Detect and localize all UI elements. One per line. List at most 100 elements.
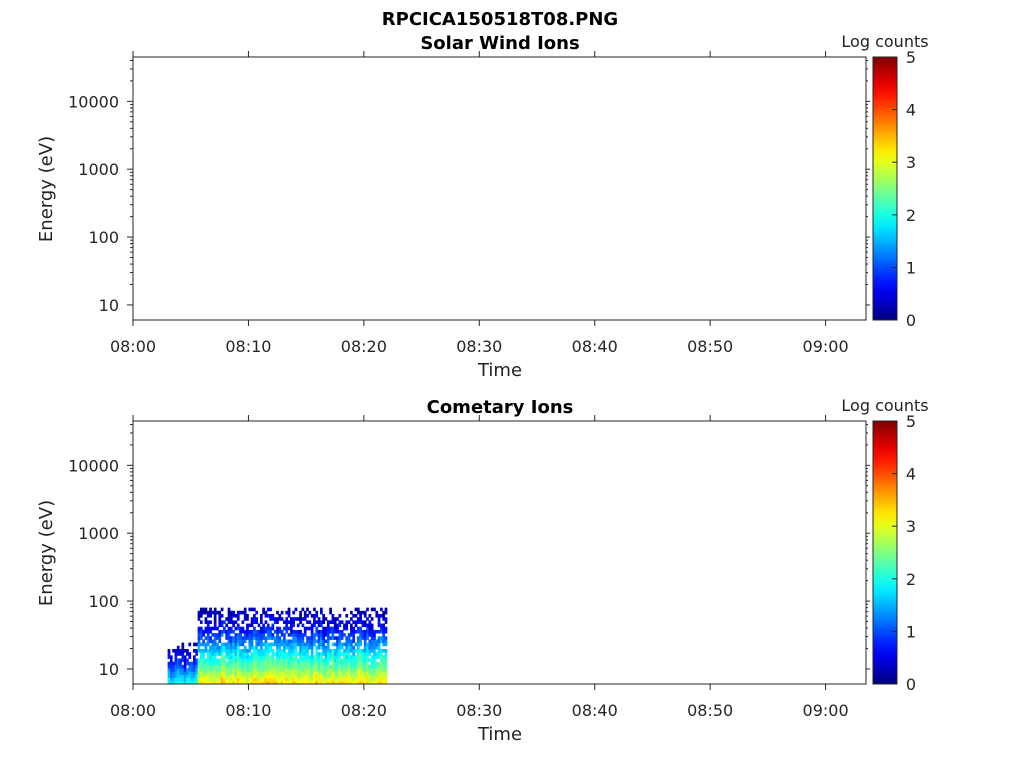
heatmap-cell	[315, 649, 319, 653]
heatmap-cell	[310, 677, 314, 682]
heatmap-cell	[213, 642, 217, 647]
heatmap-cell	[303, 633, 307, 637]
heatmap-cell	[359, 629, 362, 634]
heatmap-cell	[384, 639, 388, 644]
heatmap-cell	[174, 668, 178, 672]
heatmap-cell	[181, 680, 185, 685]
heatmap-cell	[366, 607, 369, 612]
heatmap-cell	[264, 680, 268, 685]
heatmap-cell	[366, 645, 369, 650]
heatmap-cell	[276, 633, 279, 637]
colorbar-tick-label: 0	[906, 675, 916, 694]
heatmap-cell	[239, 677, 242, 682]
heatmap-cell	[213, 633, 217, 637]
heatmap-cell	[326, 671, 330, 675]
heatmap-cell	[294, 658, 298, 663]
heatmap-cell	[262, 671, 265, 675]
heatmap-cell	[197, 671, 201, 675]
heatmap-cell	[301, 655, 305, 659]
heatmap-cell	[211, 680, 215, 685]
heatmap-cell	[218, 658, 222, 663]
heatmap-cell	[303, 664, 307, 669]
heatmap-cell	[232, 680, 235, 685]
heatmap-cell	[262, 664, 265, 669]
heatmap-cell	[179, 668, 182, 672]
heatmap-cell	[167, 680, 171, 685]
heatmap-cell	[287, 645, 291, 650]
heatmap-cell	[223, 626, 226, 631]
heatmap-cell	[310, 664, 314, 669]
heatmap-cell	[195, 674, 199, 679]
heatmap-cell	[273, 658, 277, 663]
heatmap-cell	[296, 680, 300, 685]
heatmap-cell	[333, 655, 337, 659]
heatmap-cell	[259, 671, 263, 675]
heatmap-cell	[322, 633, 326, 637]
heatmap-cell	[278, 664, 282, 669]
heatmap-cell	[340, 620, 344, 624]
heatmap-cell	[326, 658, 330, 663]
heatmap-cell	[174, 680, 178, 685]
heatmap-cell	[169, 658, 173, 663]
heatmap-cell	[227, 610, 231, 615]
heatmap-cell	[202, 661, 205, 666]
heatmap-cell	[278, 674, 282, 679]
heatmap-cell	[218, 629, 222, 634]
heatmap-cell	[202, 629, 205, 634]
heatmap-cell	[306, 674, 309, 679]
heatmap-cell	[317, 677, 321, 682]
heatmap-cell	[234, 633, 238, 637]
heatmap-cell	[186, 661, 189, 666]
heatmap-cell	[213, 652, 217, 656]
heatmap-cell	[322, 629, 326, 634]
heatmap-cell	[303, 677, 307, 682]
heatmap-cell	[229, 649, 233, 653]
heatmap-cell	[345, 668, 349, 672]
heatmap-cell	[223, 629, 226, 634]
heatmap-cell	[264, 614, 268, 618]
heatmap-cell	[326, 620, 330, 624]
heatmap-cell	[285, 623, 289, 628]
heatmap-cell	[303, 652, 307, 656]
heatmap-cell	[296, 629, 300, 634]
heatmap-cell	[262, 623, 265, 628]
heatmap-cell	[181, 655, 185, 659]
heatmap-cell	[193, 661, 196, 666]
heatmap-cell	[259, 614, 263, 618]
heatmap-cell	[225, 617, 229, 621]
heatmap-cell	[262, 642, 265, 647]
heatmap-cell	[197, 626, 201, 631]
heatmap-cell	[299, 610, 302, 615]
heatmap-cell	[317, 652, 321, 656]
heatmap-cell	[239, 626, 242, 631]
heatmap-cell	[169, 664, 173, 669]
heatmap-cell	[299, 639, 302, 644]
heatmap-cell	[370, 664, 374, 669]
heatmap-cell	[255, 671, 259, 675]
heatmap-cell	[257, 652, 261, 656]
heatmap-cell	[361, 620, 365, 624]
heatmap-cell	[359, 614, 362, 618]
heatmap-cell	[329, 610, 332, 615]
heatmap-cell	[213, 680, 217, 685]
heatmap-cell	[299, 674, 302, 679]
heatmap-cell	[250, 633, 254, 637]
heatmap-cell	[264, 671, 268, 675]
heatmap-cell	[250, 652, 254, 656]
heatmap-cell	[287, 655, 291, 659]
heatmap-cell	[225, 645, 229, 650]
heatmap-cell	[262, 626, 265, 631]
heatmap-cell	[179, 658, 182, 663]
heatmap-cell	[296, 652, 300, 656]
heatmap-cell	[292, 620, 296, 624]
heatmap-cell	[216, 633, 219, 637]
heatmap-cell	[384, 655, 388, 659]
heatmap-cell	[255, 668, 259, 672]
heatmap-cell	[336, 680, 339, 685]
heatmap-cell	[382, 623, 386, 628]
heatmap-cell	[331, 614, 335, 618]
heatmap-cell	[213, 620, 217, 624]
heatmap-cell	[308, 639, 312, 644]
heatmap-cell	[236, 668, 240, 672]
heatmap-cell	[382, 680, 386, 685]
